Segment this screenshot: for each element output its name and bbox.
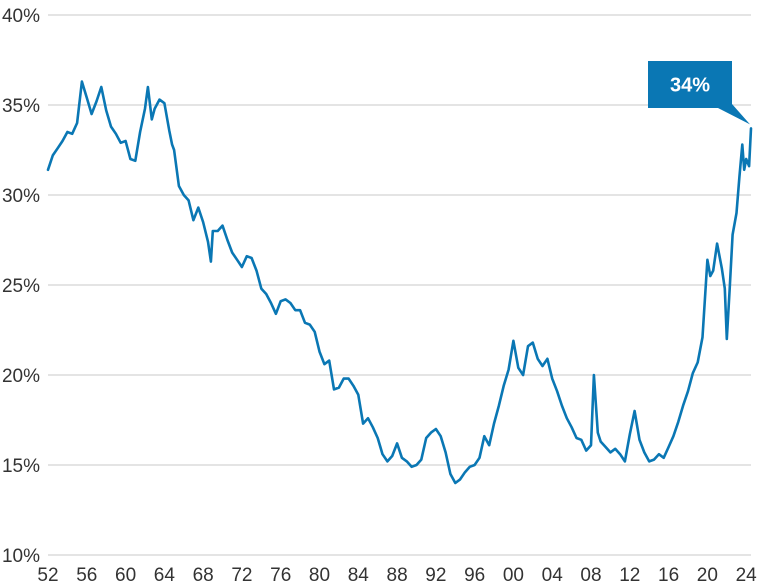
x-tick-label: 24 bbox=[736, 565, 758, 585]
y-tick-label: 10% bbox=[2, 546, 40, 567]
y-tick-label: 35% bbox=[2, 96, 40, 117]
x-tick-label: 64 bbox=[154, 565, 176, 585]
x-tick-label: 60 bbox=[115, 565, 136, 585]
x-tick-label: 84 bbox=[348, 565, 370, 585]
y-tick-label: 25% bbox=[2, 276, 40, 297]
x-tick-label: 88 bbox=[387, 565, 408, 585]
x-axis-tick-labels: 52 56 60 64 68 72 76 80 84 88 92 96 00 04 08 12 16 20 24 bbox=[37, 565, 757, 585]
x-tick-label: 08 bbox=[580, 565, 601, 585]
y-tick-label: 40% bbox=[2, 6, 40, 27]
callout-box bbox=[648, 61, 750, 125]
x-tick-label: 80 bbox=[309, 565, 330, 585]
x-tick-label: 72 bbox=[231, 565, 252, 585]
x-tick-label: 20 bbox=[697, 565, 718, 585]
x-tick-label: 76 bbox=[270, 565, 291, 585]
gridlines bbox=[48, 14, 751, 556]
x-tick-label: 92 bbox=[425, 565, 446, 585]
y-tick-label: 30% bbox=[2, 186, 40, 207]
callout-label: 34% bbox=[670, 75, 710, 97]
y-tick-label: 20% bbox=[2, 366, 40, 387]
x-tick-label: 56 bbox=[76, 565, 97, 585]
y-axis-tick-labels: 10% 15% 20% 25% 30% 35% 40% bbox=[2, 6, 40, 567]
x-tick-label: 96 bbox=[464, 565, 485, 585]
value-callout: 34% bbox=[648, 61, 750, 125]
x-tick-label: 00 bbox=[503, 565, 524, 585]
x-tick-label: 52 bbox=[37, 565, 58, 585]
x-tick-label: 12 bbox=[619, 565, 640, 585]
y-tick-label: 15% bbox=[2, 456, 40, 477]
x-tick-label: 16 bbox=[658, 565, 679, 585]
series-line bbox=[46, 80, 753, 485]
x-tick-label: 04 bbox=[542, 565, 564, 585]
x-tick-label: 68 bbox=[193, 565, 214, 585]
